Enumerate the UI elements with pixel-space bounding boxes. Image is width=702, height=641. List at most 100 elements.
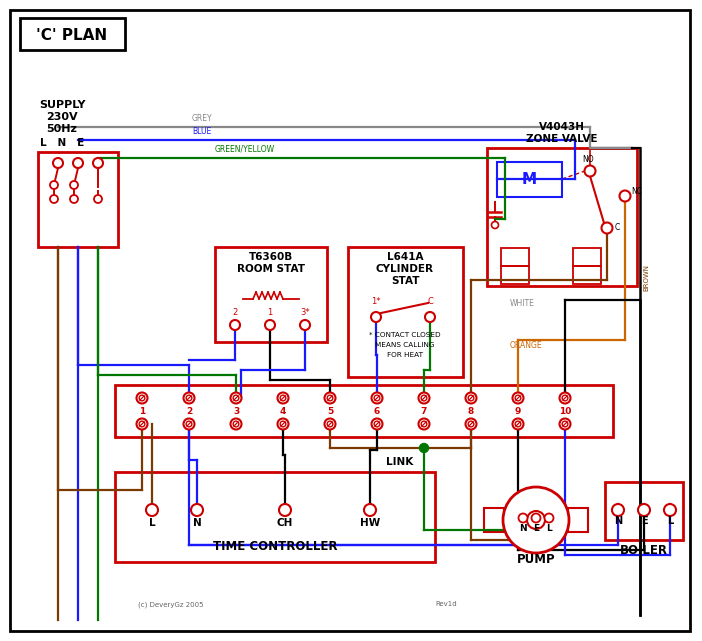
Circle shape xyxy=(233,395,239,401)
Circle shape xyxy=(515,421,521,427)
Circle shape xyxy=(280,421,286,427)
Text: BLUE: BLUE xyxy=(192,127,211,136)
Circle shape xyxy=(559,419,571,429)
Circle shape xyxy=(73,158,83,168)
Circle shape xyxy=(531,513,541,522)
Circle shape xyxy=(468,395,474,401)
Circle shape xyxy=(50,195,58,203)
Bar xyxy=(115,472,435,562)
Circle shape xyxy=(602,222,613,233)
Circle shape xyxy=(186,421,192,427)
Circle shape xyxy=(50,181,58,189)
Circle shape xyxy=(374,421,380,427)
Circle shape xyxy=(186,395,192,401)
Text: N: N xyxy=(519,524,526,533)
Circle shape xyxy=(280,395,286,401)
Text: CH: CH xyxy=(277,518,293,528)
Bar xyxy=(497,162,562,197)
Circle shape xyxy=(327,395,333,401)
Circle shape xyxy=(183,392,194,403)
Circle shape xyxy=(265,320,275,330)
Text: BROWN: BROWN xyxy=(643,264,649,291)
Text: N: N xyxy=(192,518,201,528)
Text: 230V: 230V xyxy=(46,112,78,122)
Bar xyxy=(501,266,529,284)
Text: GREEN/YELLOW: GREEN/YELLOW xyxy=(215,145,275,154)
Circle shape xyxy=(562,395,568,401)
Bar xyxy=(568,508,588,532)
Circle shape xyxy=(418,392,430,403)
Circle shape xyxy=(53,158,63,168)
Text: Rev1d: Rev1d xyxy=(435,601,456,607)
Text: STAT: STAT xyxy=(391,276,419,286)
Circle shape xyxy=(425,312,435,322)
Text: GREY: GREY xyxy=(192,114,213,123)
Circle shape xyxy=(664,504,676,516)
Circle shape xyxy=(503,487,569,553)
Circle shape xyxy=(619,190,630,201)
Circle shape xyxy=(327,421,333,427)
Bar xyxy=(20,18,125,50)
Circle shape xyxy=(279,504,291,516)
Circle shape xyxy=(371,419,383,429)
Circle shape xyxy=(139,395,145,401)
Text: NO: NO xyxy=(582,155,594,164)
Bar xyxy=(115,385,613,437)
Text: C: C xyxy=(427,297,433,306)
Text: V4043H: V4043H xyxy=(539,122,585,132)
Bar xyxy=(573,248,601,266)
Text: 3: 3 xyxy=(233,406,239,415)
Circle shape xyxy=(465,392,477,403)
Circle shape xyxy=(638,504,650,516)
Text: ZONE VALVE: ZONE VALVE xyxy=(526,134,597,144)
Circle shape xyxy=(93,158,103,168)
Text: 3*: 3* xyxy=(300,308,310,317)
Text: ORANGE: ORANGE xyxy=(510,341,543,350)
Text: M: M xyxy=(522,172,536,187)
Text: 1: 1 xyxy=(139,406,145,415)
Text: L   N   E: L N E xyxy=(40,138,84,148)
Circle shape xyxy=(300,320,310,330)
Text: LINK: LINK xyxy=(386,457,413,467)
Text: 8: 8 xyxy=(468,406,474,415)
Circle shape xyxy=(70,181,78,189)
Circle shape xyxy=(324,419,336,429)
Text: MEANS CALLING: MEANS CALLING xyxy=(376,342,435,348)
Text: FOR HEAT: FOR HEAT xyxy=(387,352,423,358)
Text: E: E xyxy=(641,516,647,526)
Circle shape xyxy=(371,312,381,322)
Text: * CONTACT CLOSED: * CONTACT CLOSED xyxy=(369,332,441,338)
Bar xyxy=(605,482,683,540)
Text: CYLINDER: CYLINDER xyxy=(376,264,434,274)
Circle shape xyxy=(519,513,527,522)
Text: 1*: 1* xyxy=(371,297,380,306)
Circle shape xyxy=(230,392,241,403)
Circle shape xyxy=(374,395,380,401)
Circle shape xyxy=(418,419,430,429)
Text: PUMP: PUMP xyxy=(517,553,555,566)
Circle shape xyxy=(364,504,376,516)
Circle shape xyxy=(512,419,524,429)
Text: BOILER: BOILER xyxy=(620,544,668,557)
Circle shape xyxy=(559,392,571,403)
Circle shape xyxy=(585,165,595,176)
Circle shape xyxy=(146,504,158,516)
Text: 'C' PLAN: 'C' PLAN xyxy=(37,28,107,42)
Text: 5: 5 xyxy=(327,406,333,415)
Text: WHITE: WHITE xyxy=(510,299,535,308)
Text: 4: 4 xyxy=(280,406,286,415)
Bar xyxy=(487,148,637,286)
Bar xyxy=(484,508,504,532)
Circle shape xyxy=(562,421,568,427)
Text: 1: 1 xyxy=(267,308,272,317)
Text: L641A: L641A xyxy=(387,252,423,262)
Circle shape xyxy=(545,513,553,522)
Circle shape xyxy=(233,421,239,427)
Text: SUPPLY: SUPPLY xyxy=(39,100,85,110)
Circle shape xyxy=(139,421,145,427)
Circle shape xyxy=(421,421,427,427)
Circle shape xyxy=(421,395,427,401)
Bar xyxy=(501,248,529,266)
Text: T6360B: T6360B xyxy=(249,252,293,262)
Circle shape xyxy=(420,444,428,453)
